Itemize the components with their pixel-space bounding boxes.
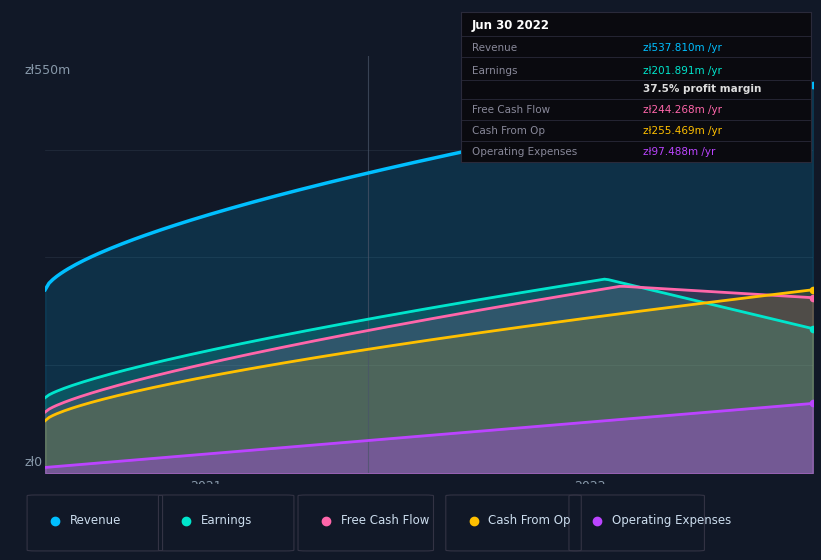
Text: zł201.891m /yr: zł201.891m /yr [644,66,722,76]
Text: Earnings: Earnings [472,66,517,76]
Text: zł97.488m /yr: zł97.488m /yr [644,147,716,157]
Text: Cash From Op: Cash From Op [472,126,545,136]
Text: zł537.810m /yr: zł537.810m /yr [644,43,722,53]
Text: Free Cash Flow: Free Cash Flow [472,105,550,115]
Text: Revenue: Revenue [472,43,517,53]
Text: 37.5% profit margin: 37.5% profit margin [644,84,762,94]
Text: zł255.469m /yr: zł255.469m /yr [644,126,722,136]
Text: Free Cash Flow: Free Cash Flow [341,514,429,527]
Text: Operating Expenses: Operating Expenses [612,514,731,527]
Text: Operating Expenses: Operating Expenses [472,147,577,157]
Text: zł244.268m /yr: zł244.268m /yr [644,105,722,115]
Text: zł0: zł0 [25,455,43,469]
Text: zł550m: zł550m [25,63,71,77]
Text: Revenue: Revenue [70,514,122,527]
Text: Jun 30 2022: Jun 30 2022 [472,20,550,32]
Text: Earnings: Earnings [201,514,253,527]
Text: Cash From Op: Cash From Op [488,514,571,527]
